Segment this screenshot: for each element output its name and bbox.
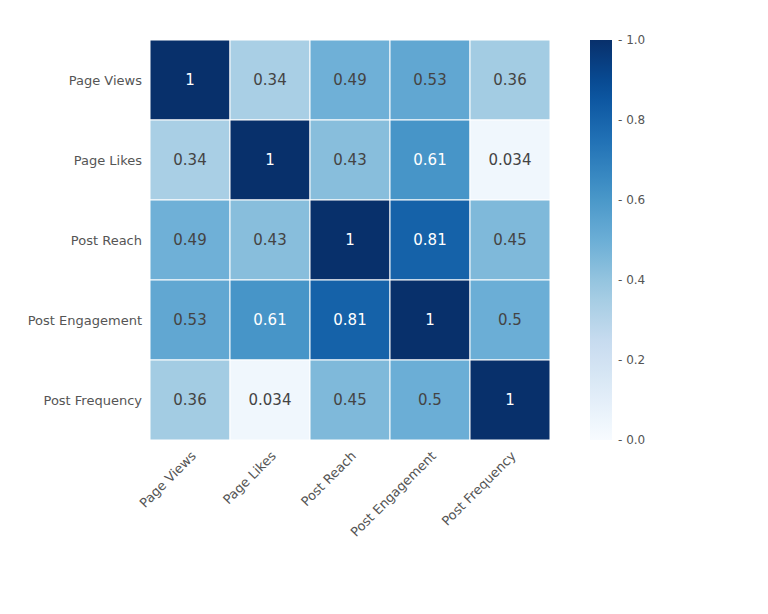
heatmap-cell <box>230 200 310 280</box>
cell-value-label: 0.49 <box>333 71 366 89</box>
heatmap-cell <box>390 280 470 360</box>
cell-value-label: 0.34 <box>173 151 206 169</box>
colorbar: - 0.0 - 0.2 - 0.4 - 0.6 - 0.8 - 1.0 <box>590 33 645 447</box>
heatmap-cell <box>470 360 550 440</box>
heatmap-cell <box>390 360 470 440</box>
cell-value-label: 1 <box>345 231 355 249</box>
heatmap-cell <box>390 120 470 200</box>
heatmap-cell <box>470 280 550 360</box>
cell-value-label: 0.34 <box>253 71 286 89</box>
x-tick-label: Post Frequency <box>439 448 519 528</box>
heatmap-cell <box>230 280 310 360</box>
cell-value-label: 0.45 <box>333 391 366 409</box>
cell-value-label: 0.36 <box>173 391 206 409</box>
chart-container: 1 0.34 0.49 0.53 0.36 0.34 1 0.43 0.61 0.034 0.49 0… <box>0 0 768 614</box>
cell-value-label: 0.43 <box>253 231 286 249</box>
cell-value-label: 1 <box>185 71 195 89</box>
x-tick-label: Post Reach <box>298 448 359 509</box>
heatmap-chart: 1 0.34 0.49 0.53 0.36 0.34 1 0.43 0.61 0.034 0.49 0… <box>0 0 768 614</box>
heatmap-cell <box>310 280 390 360</box>
heatmap-cell <box>470 40 550 120</box>
y-axis-labels: Page Views Page Likes Post Reach Post Engag… <box>28 73 143 408</box>
x-axis-labels: Page Views Page Likes Post ReachPost Engag… <box>137 448 520 540</box>
colorbar-tick-label: - 1.0 <box>618 33 645 47</box>
heatmap-cell <box>150 200 230 280</box>
heatmap-cell <box>310 200 390 280</box>
heatmap-cell <box>230 40 310 120</box>
heatmap-cell <box>310 360 390 440</box>
heatmap-cell <box>470 200 550 280</box>
x-tick-label: Post Engagement <box>348 448 439 539</box>
cell-value-label: 0.5 <box>418 391 442 409</box>
colorbar-tick-label: - 0.8 <box>618 113 645 127</box>
heatmap-cell <box>470 120 550 200</box>
heatmap-cell <box>150 120 230 200</box>
colorbar-tick-label: - 0.6 <box>618 193 645 207</box>
y-tick-label: Page Likes <box>74 153 143 168</box>
x-tick-label: Page Likes <box>220 448 279 507</box>
heatmap-cell <box>150 360 230 440</box>
cell-value-label: 0.5 <box>498 311 522 329</box>
heatmap-cell <box>390 40 470 120</box>
cell-value-label: 1 <box>425 311 435 329</box>
colorbar-tick-label: - 0.0 <box>618 433 645 447</box>
cell-value-label: 0.61 <box>413 151 446 169</box>
x-tick-label: Page Views <box>137 448 200 511</box>
colorbar-tick-label: - 0.2 <box>618 353 645 367</box>
heatmap-cell <box>310 120 390 200</box>
cells <box>150 40 550 440</box>
cell-value-label: 0.034 <box>249 391 292 409</box>
y-tick-label: Post Reach <box>71 233 142 248</box>
cell-value-label: 0.81 <box>333 311 366 329</box>
cell-value-label: 0.53 <box>173 311 206 329</box>
cell-value-label: 0.49 <box>173 231 206 249</box>
y-tick-label: Page Views <box>69 73 142 88</box>
heatmap-cell <box>230 120 310 200</box>
colorbar-tick-label: - 0.4 <box>618 273 645 287</box>
colorbar-scale <box>590 40 612 440</box>
cell-value-label: 0.45 <box>493 231 526 249</box>
cell-value-label: 0.034 <box>489 151 532 169</box>
cell-value-label: 1 <box>265 151 275 169</box>
heatmap-cell <box>310 40 390 120</box>
heatmap-cell <box>390 200 470 280</box>
y-tick-label: Post Engagement <box>28 313 142 328</box>
cell-value-label: 0.61 <box>253 311 286 329</box>
cell-value-label: 1 <box>505 391 515 409</box>
cell-value-label: 0.53 <box>413 71 446 89</box>
y-tick-label: Post Frequency <box>44 393 143 408</box>
cell-labels: 1 0.34 0.49 0.53 0.36 0.34 1 0.43 0.61 0.034 0.49 0… <box>173 71 531 409</box>
cell-value-label: 0.43 <box>333 151 366 169</box>
cell-value-label: 0.81 <box>413 231 446 249</box>
cell-value-label: 0.36 <box>493 71 526 89</box>
heatmap-cell <box>230 360 310 440</box>
heatmap-cell <box>150 40 230 120</box>
heatmap-cell <box>150 280 230 360</box>
